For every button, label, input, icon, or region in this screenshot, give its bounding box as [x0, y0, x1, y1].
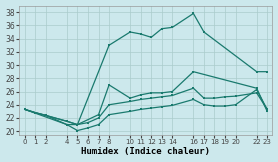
- X-axis label: Humidex (Indice chaleur): Humidex (Indice chaleur): [81, 147, 210, 156]
